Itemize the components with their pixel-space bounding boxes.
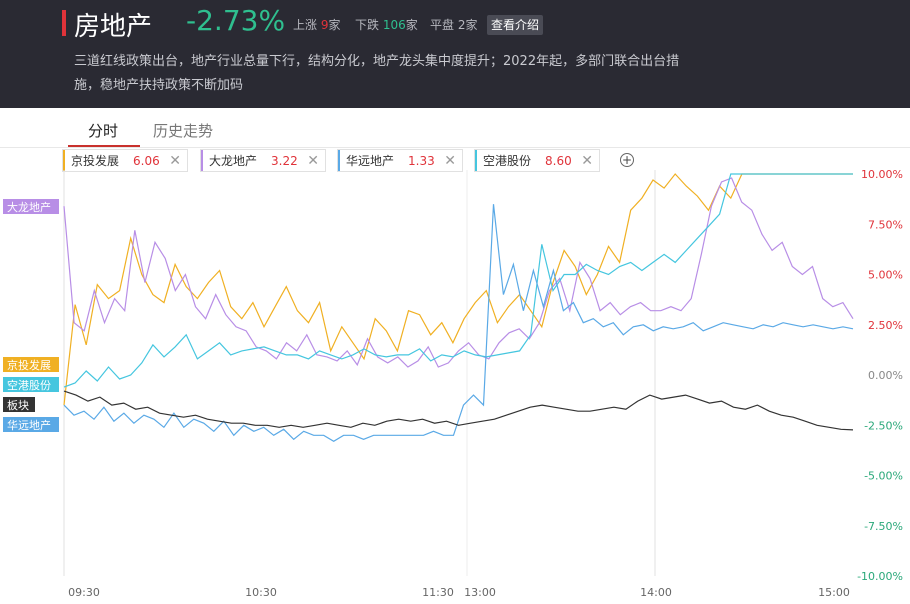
chip-name: 京投发展: [71, 154, 120, 168]
tab-bar: 分时 历史走势: [0, 108, 910, 148]
series-line-板块: [63, 390, 854, 431]
x-tick-label: 13:00: [464, 586, 496, 599]
x-tick-label: 14:00: [640, 586, 672, 599]
y-tick-label: 10.00%: [861, 168, 903, 181]
sector-header: 房地产 -2.73% 上涨 9家 下跌 106家 平盘 2家 查看介绍 三道红线…: [0, 0, 910, 108]
down-stat: 下跌 106家: [355, 16, 418, 33]
close-icon[interactable]: ✕: [169, 153, 181, 169]
x-tick-label: 15:00: [818, 586, 850, 599]
y-tick-label: 5.00%: [868, 269, 903, 282]
close-icon[interactable]: ✕: [581, 153, 593, 169]
tab-divider: [0, 147, 910, 148]
side-label: 板块: [7, 398, 29, 412]
y-tick-label: -5.00%: [864, 470, 903, 483]
chip-value: 8.60: [545, 154, 572, 168]
y-tick-label: -10.00%: [857, 570, 903, 583]
side-label-bg: [3, 397, 35, 412]
up-count: 9: [320, 18, 329, 32]
title-accent-bar: [62, 10, 66, 36]
chip-name: 空港股份: [483, 154, 532, 168]
side-label: 华远地产: [7, 418, 51, 432]
flat-label: 平盘: [430, 18, 455, 32]
flat-count: 2: [457, 18, 466, 32]
stock-chip-dalong[interactable]: 大龙地产 3.22 ✕: [200, 149, 326, 172]
chip-color-bar: [475, 150, 477, 171]
side-label-bg: [3, 199, 59, 214]
side-label-bg: [3, 417, 59, 432]
chip-color-bar: [201, 150, 203, 171]
tab-history[interactable]: 历史走势: [153, 122, 214, 140]
y-tick-label: 0.00%: [868, 369, 903, 382]
side-label-bg: [3, 377, 59, 392]
chip-name: 大龙地产: [209, 154, 258, 168]
close-icon[interactable]: ✕: [444, 153, 456, 169]
tab-intraday[interactable]: 分时: [88, 122, 119, 140]
y-tick-label: -7.50%: [864, 520, 903, 533]
chip-value: 1.33: [408, 154, 435, 168]
flat-unit: 家: [465, 18, 478, 32]
close-icon[interactable]: ✕: [307, 153, 319, 169]
series-line-华远地产: [63, 204, 854, 443]
flat-stat: 平盘 2家: [430, 16, 478, 33]
chip-color-bar: [338, 150, 340, 171]
side-label: 空港股份: [7, 378, 51, 392]
y-tick-label: 7.50%: [868, 218, 903, 231]
y-tick-label: 2.50%: [868, 319, 903, 332]
x-tick-label: 10:30: [245, 586, 277, 599]
side-label-bg: [3, 357, 59, 372]
up-unit: 家: [328, 18, 341, 32]
page-title: 房地产: [74, 12, 153, 42]
chip-color-bar: [63, 150, 65, 171]
down-unit: 家: [405, 18, 418, 32]
down-count: 106: [382, 18, 406, 32]
sector-description: 三道红线政策出台，地产行业总量下行，结构分化，地产龙头集中度提升；2022年起，…: [74, 54, 680, 93]
x-tick-label: 11:30: [422, 586, 454, 599]
stock-chip-jingtou[interactable]: 京投发展 6.06 ✕: [62, 149, 188, 172]
stock-chip-konggang[interactable]: 空港股份 8.60 ✕: [474, 149, 600, 172]
up-label: 上涨: [293, 18, 318, 32]
x-tick-label: 09:30: [68, 586, 100, 599]
series-line-大龙地产: [63, 177, 854, 368]
sector-change: -2.73%: [186, 4, 286, 37]
active-tab-indicator: [68, 145, 140, 147]
down-label: 下跌: [355, 18, 380, 32]
series-line-京投发展: [63, 173, 853, 406]
series-line-空港股份: [63, 173, 853, 388]
side-label: 京投发展: [7, 358, 51, 372]
side-label: 大龙地产: [7, 200, 51, 214]
up-stat: 上涨 9家: [293, 16, 341, 33]
chip-name: 华远地产: [346, 154, 395, 168]
y-tick-label: -2.50%: [864, 419, 903, 432]
stock-chip-huayuan[interactable]: 华远地产 1.33 ✕: [337, 149, 463, 172]
chip-value: 6.06: [133, 154, 160, 168]
plus-circle-icon[interactable]: +: [620, 153, 634, 167]
chip-value: 3.22: [271, 154, 298, 168]
view-intro-button[interactable]: 查看介绍: [487, 15, 543, 35]
